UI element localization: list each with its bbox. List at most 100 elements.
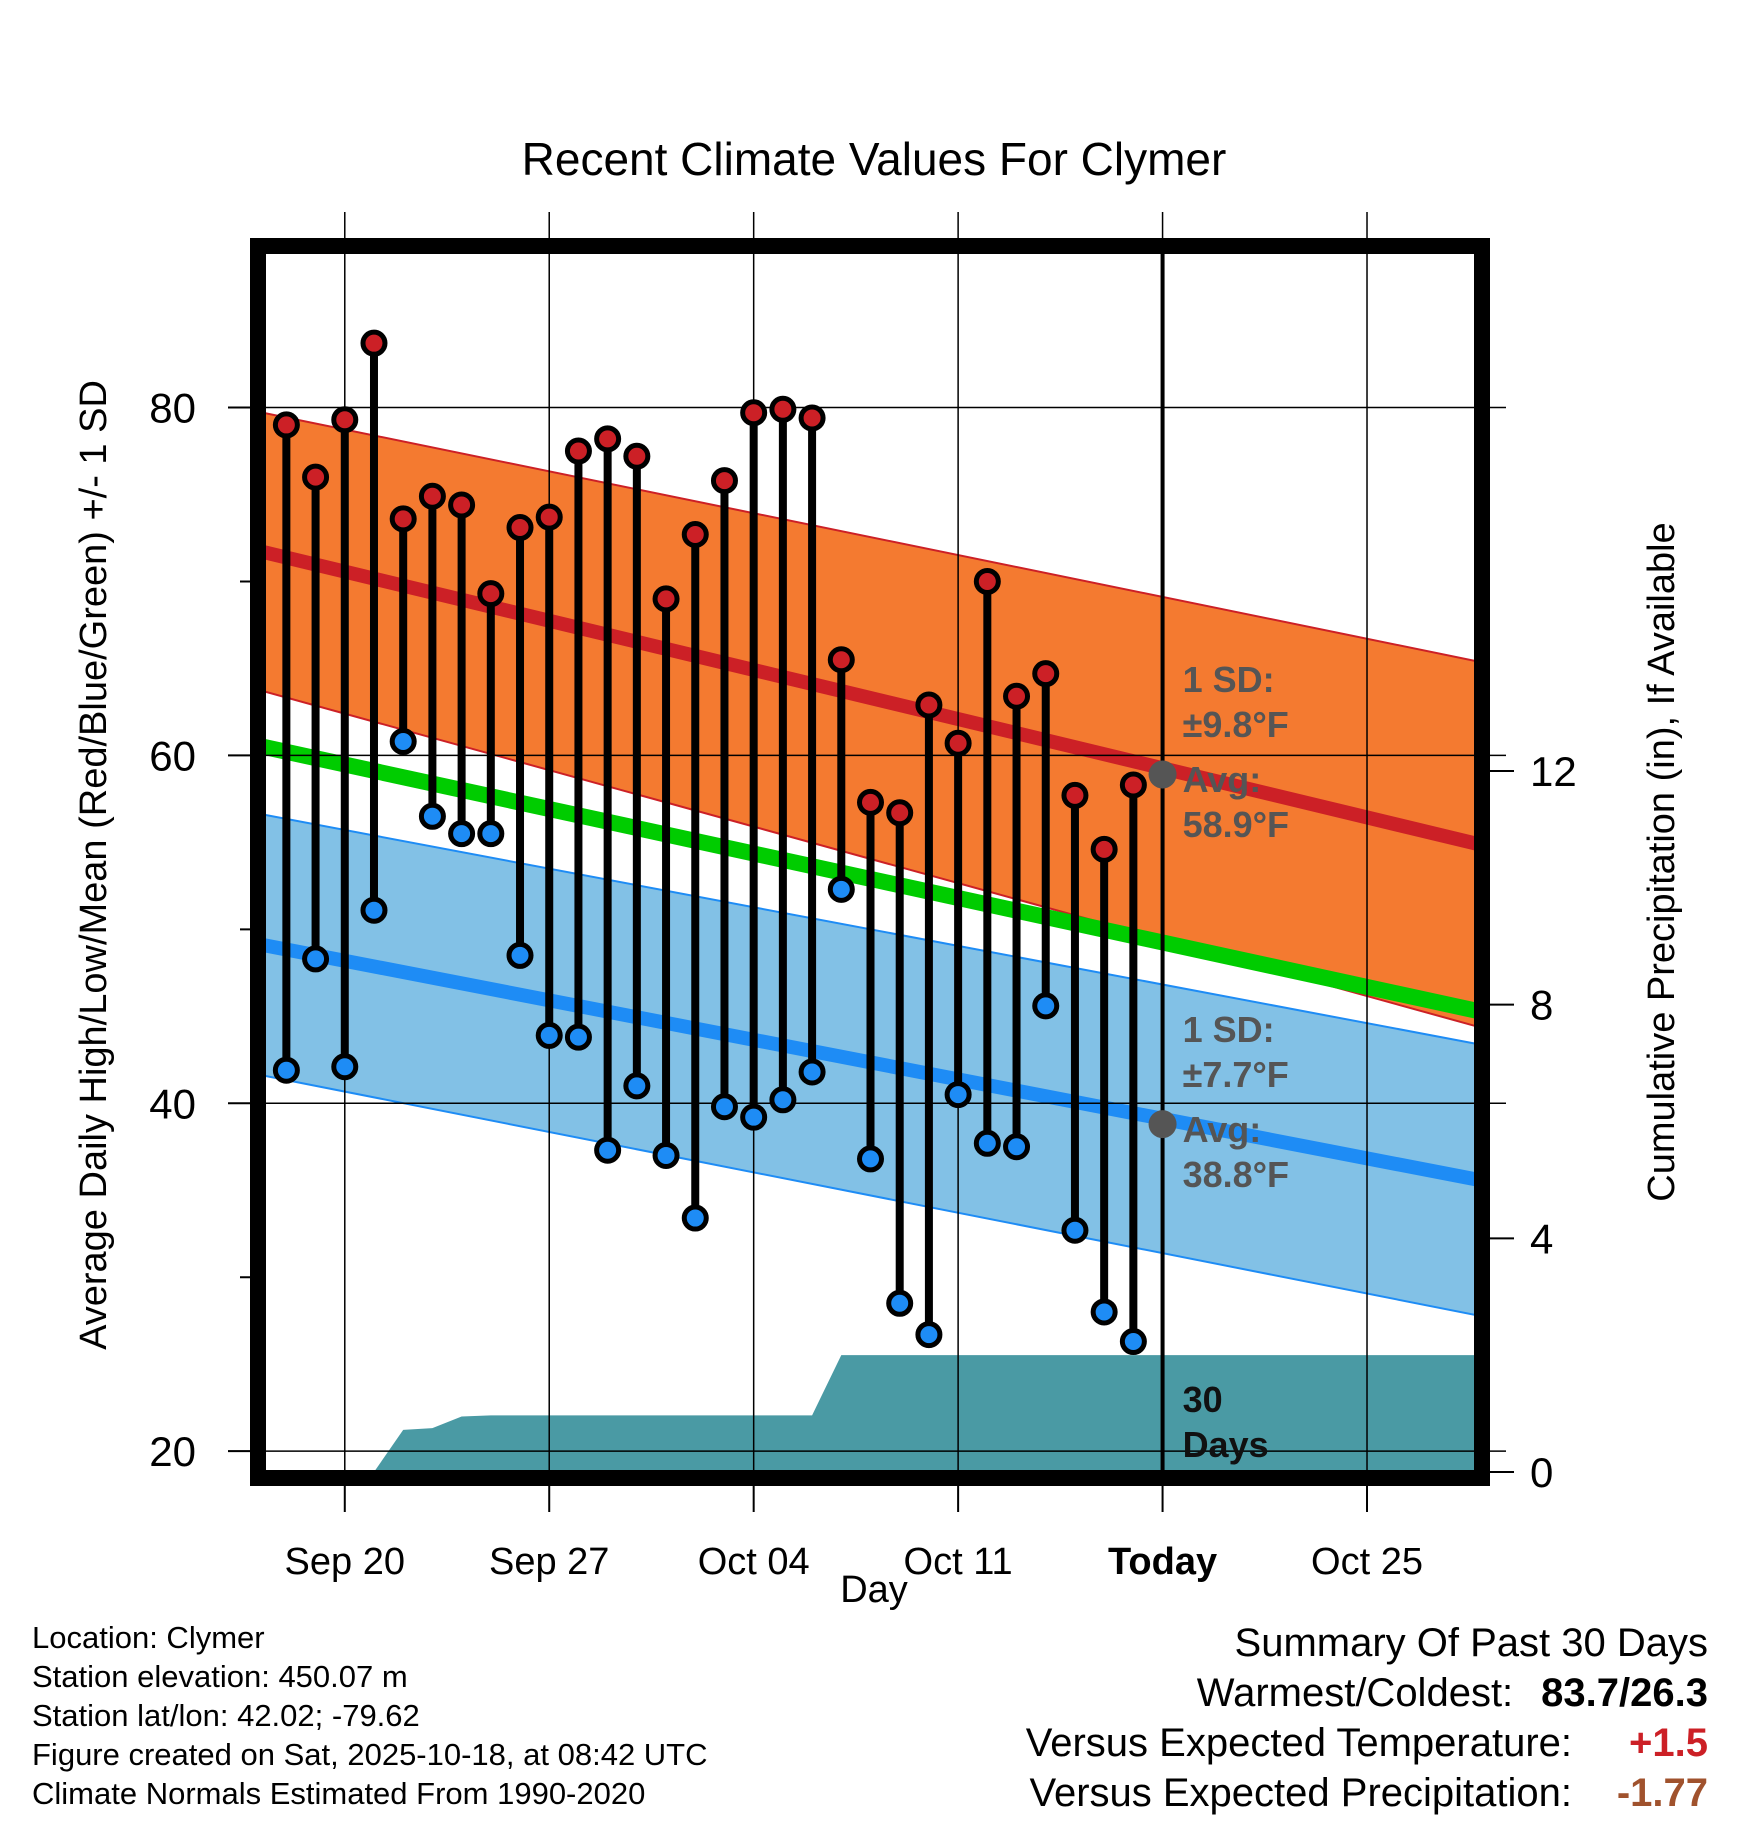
- low-sd-label: 1 SD:: [1183, 1009, 1275, 1050]
- daily-high-point: [886, 799, 914, 827]
- y2-tick-label: 12: [1530, 748, 1577, 795]
- high-avg-value: 58.9°F: [1183, 804, 1289, 845]
- precip-label: Versus Expected Precipitation:: [1029, 1771, 1572, 1815]
- x-tick-label: Oct 11: [904, 1541, 1013, 1583]
- y2-tick-label: 4: [1530, 1215, 1553, 1262]
- summary-warmest-row: Warmest/Coldest: 83.7/26.3: [1026, 1668, 1708, 1718]
- x-axis-title: Day: [840, 1569, 908, 1611]
- daily-low-point: [798, 1058, 826, 1086]
- today-low-avg-marker: [1148, 1110, 1177, 1139]
- daily-low-point: [740, 1103, 768, 1131]
- daily-low-point: [360, 896, 388, 924]
- daily-high-point: [623, 442, 651, 470]
- y2-axis-title: Cumulative Precipitation (in), If Availa…: [1641, 522, 1683, 1201]
- plot-frame: [250, 238, 1490, 1486]
- precip-days-count: 30: [1183, 1379, 1223, 1420]
- elevation-text: Station elevation: 450.07 m: [32, 1659, 408, 1694]
- daily-high-point: [389, 505, 417, 533]
- daily-high-point: [857, 788, 884, 816]
- x-tick-label: Oct 04: [698, 1541, 810, 1583]
- daily-low-point: [1061, 1216, 1089, 1244]
- daily-high-point: [331, 406, 359, 434]
- daily-low-point: [331, 1053, 359, 1081]
- daily-low-point: [1119, 1328, 1147, 1356]
- y2-tick-label: 8: [1530, 982, 1553, 1029]
- daily-low-point: [886, 1289, 914, 1317]
- daily-low-point: [535, 1021, 563, 1049]
- daily-low-point: [594, 1136, 622, 1164]
- daily-low-point: [272, 1056, 300, 1084]
- daily-low-point: [1003, 1133, 1031, 1161]
- created-text: Figure created on Sat, 2025-10-18, at 08…: [32, 1737, 708, 1772]
- daily-high-point: [418, 482, 446, 510]
- temp-value: +1.5: [1629, 1721, 1708, 1765]
- daily-high-point: [652, 585, 680, 613]
- daily-high-point: [272, 411, 300, 439]
- daily-high-point: [769, 395, 797, 423]
- daily-high-point: [944, 729, 972, 757]
- y-tick-label: 60: [149, 732, 196, 779]
- daily-high-point: [594, 425, 622, 453]
- daily-high-point: [1090, 835, 1118, 863]
- daily-high-point: [1119, 771, 1147, 799]
- daily-low-point: [302, 945, 330, 973]
- normals-text: Climate Normals Estimated From 1990-2020: [32, 1776, 646, 1811]
- daily-low-point: [857, 1145, 884, 1173]
- daily-high-point: [710, 467, 738, 495]
- summary-title: Summary Of Past 30 Days: [1234, 1621, 1708, 1665]
- high-sd-value: ±9.8°F: [1183, 704, 1289, 745]
- chart-title: Recent Climate Values For Clymer: [522, 133, 1227, 185]
- low-sd-value: ±7.7°F: [1183, 1054, 1289, 1095]
- daily-low-point: [477, 820, 505, 848]
- daily-high-point: [1061, 781, 1089, 809]
- precip-value: -1.77: [1616, 1771, 1708, 1815]
- x-tick-label: Sep 27: [489, 1541, 609, 1583]
- daily-low-point: [418, 802, 446, 830]
- daily-low-point: [944, 1081, 972, 1109]
- daily-high-point: [973, 567, 1001, 595]
- daily-low-point: [1032, 992, 1060, 1020]
- daily-low-point: [710, 1093, 738, 1121]
- daily-low-point: [506, 941, 534, 969]
- latlon-text: Station lat/lon: 42.02; -79.62: [32, 1698, 420, 1733]
- daily-high-point: [477, 580, 505, 608]
- daily-low-point: [915, 1321, 943, 1349]
- station-info: Location: Clymer Station elevation: 450.…: [32, 1618, 708, 1813]
- daily-low-point: [769, 1086, 797, 1114]
- y2-tick-label: 0: [1530, 1449, 1553, 1496]
- daily-low-point: [389, 727, 417, 755]
- daily-high-point: [827, 646, 855, 674]
- y-tick-label: 40: [149, 1080, 196, 1127]
- x-tick-label: Oct 25: [1311, 1541, 1423, 1583]
- daily-high-point: [302, 463, 330, 491]
- today-high-avg-marker: [1148, 760, 1177, 789]
- x-tick-label: Sep 20: [285, 1541, 405, 1583]
- y-axis-title: Average Daily High/Low/Mean (Red/Blue/Gr…: [73, 380, 115, 1350]
- daily-high-point: [740, 399, 768, 427]
- precip-days-label: Days: [1183, 1424, 1269, 1465]
- daily-low-point: [564, 1023, 592, 1051]
- summary-precip-row: Versus Expected Precipitation: -1.77: [1026, 1768, 1708, 1818]
- daily-low-point: [623, 1072, 651, 1100]
- precip-area: [373, 1355, 1478, 1472]
- daily-high-point: [506, 514, 534, 542]
- daily-low-point: [652, 1141, 680, 1169]
- summary-panel: Summary Of Past 30 Days Warmest/Coldest:…: [1026, 1618, 1708, 1818]
- daily-high-point: [681, 521, 709, 549]
- daily-high-point: [1032, 660, 1060, 688]
- high-sd-band: [263, 411, 1478, 1028]
- daily-high-point: [535, 503, 563, 531]
- daily-low-point: [827, 875, 855, 903]
- high-avg-label: Avg:: [1183, 759, 1262, 800]
- daily-high-point: [448, 491, 476, 519]
- warmest-value: 83.7/26.3: [1541, 1671, 1708, 1715]
- daily-low-point: [1090, 1298, 1118, 1326]
- daily-high-point: [915, 691, 943, 719]
- x-tick-label: Today: [1108, 1541, 1217, 1583]
- daily-low-point: [973, 1129, 1001, 1157]
- temp-label: Versus Expected Temperature:: [1025, 1721, 1572, 1765]
- daily-high-point: [798, 404, 826, 432]
- location-text: Location: Clymer: [32, 1620, 265, 1655]
- y-tick-label: 80: [149, 385, 196, 432]
- daily-high-point: [1003, 682, 1031, 710]
